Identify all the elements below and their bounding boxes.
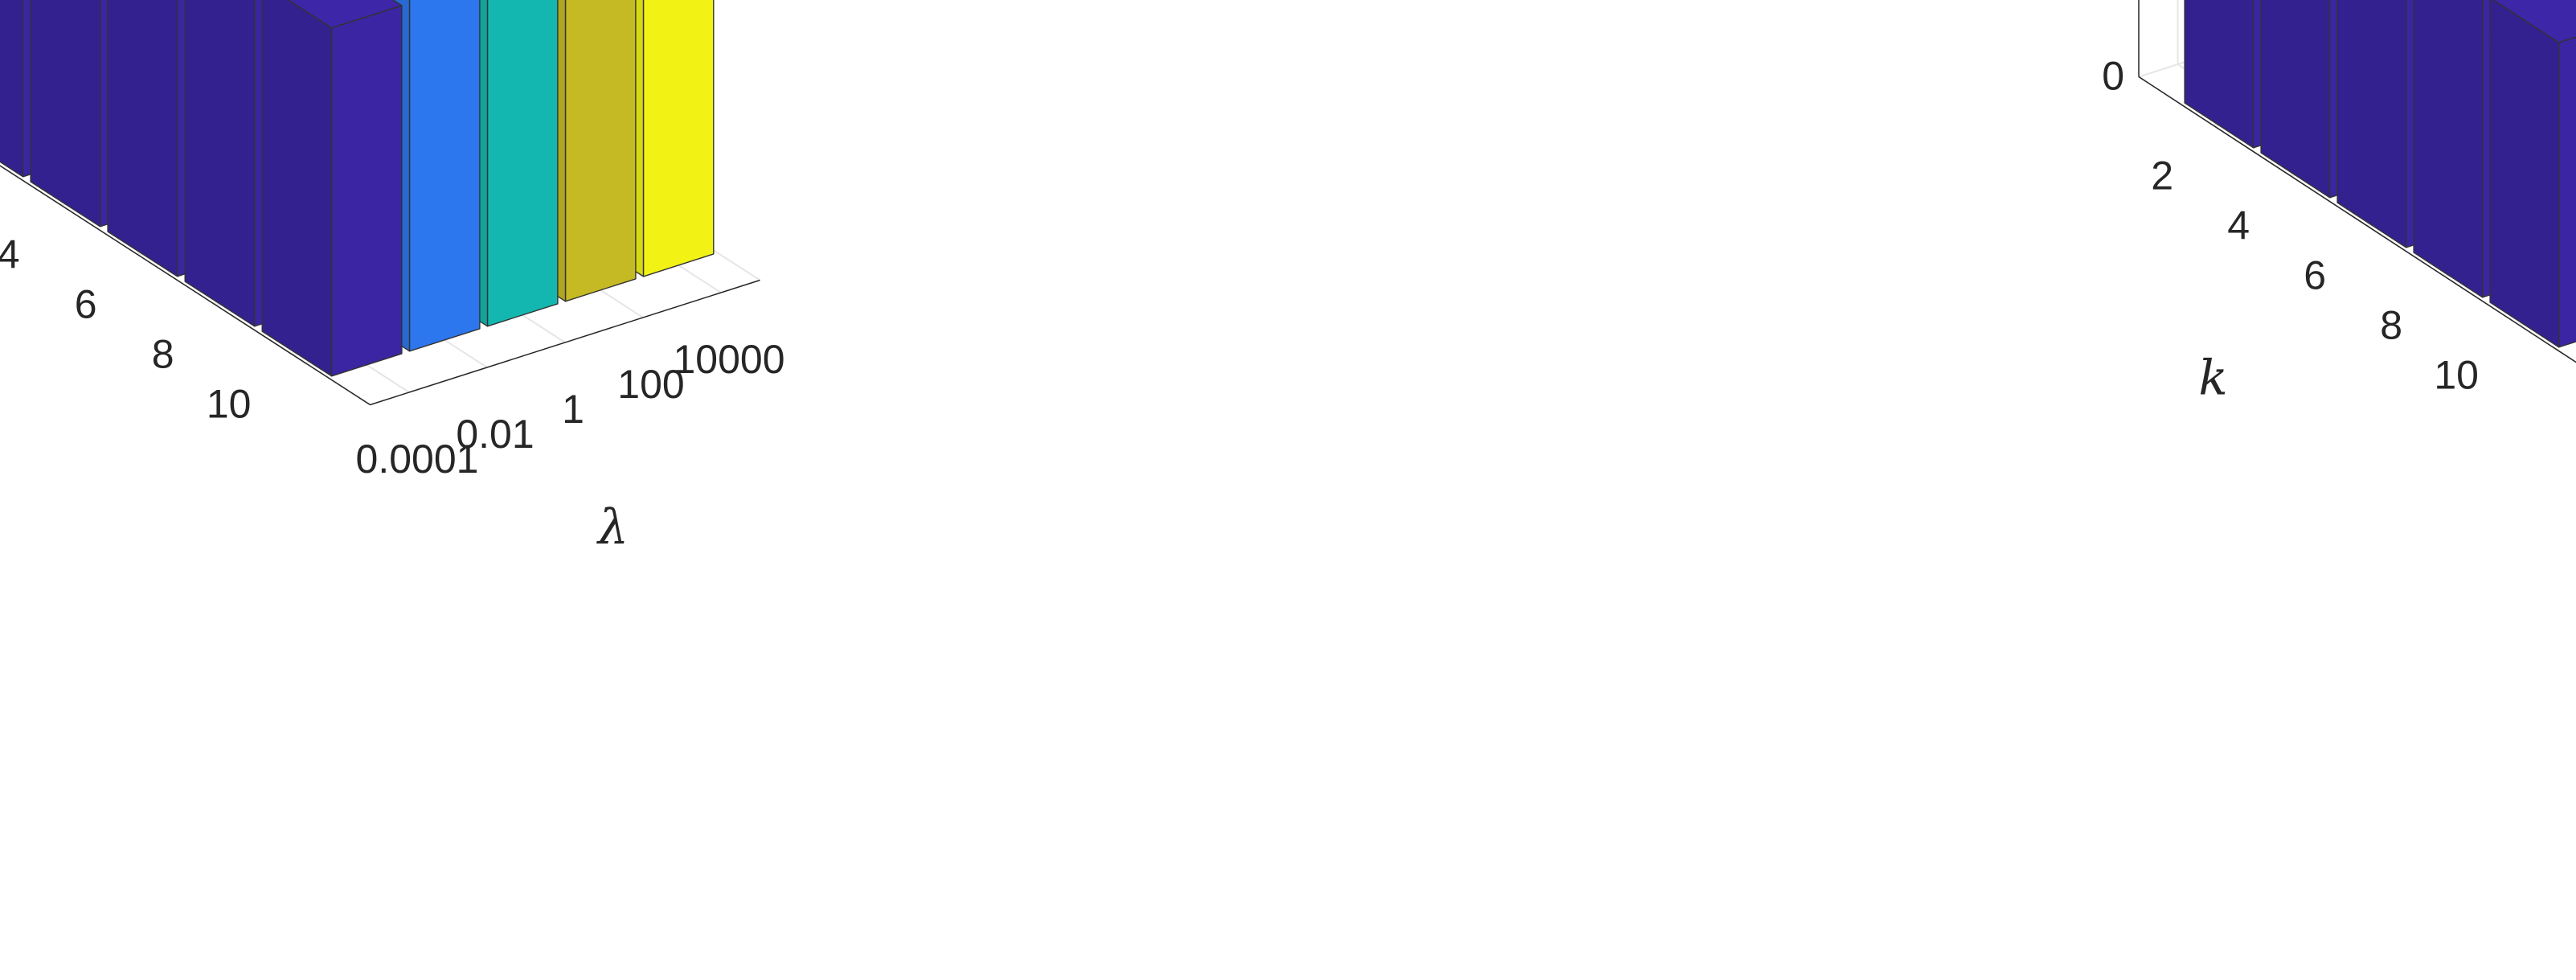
bar-side-face: [261, 0, 333, 377]
bar-side-face: [2184, 0, 2255, 149]
bar-side-face: [2260, 0, 2331, 199]
k-tick-label: 8: [152, 332, 174, 377]
k-tick-label: 2: [2151, 154, 2173, 199]
lambda-tick-label: 1: [562, 387, 584, 432]
bar-front-face: [2558, 36, 2576, 348]
k-tick-label: 6: [75, 282, 97, 327]
bar-side-face: [30, 0, 101, 228]
lambda-axis-label: λ: [596, 499, 629, 556]
bar-front-face: [564, 0, 637, 302]
k-axis-line: [2138, 76, 2576, 363]
k-tick-label: 8: [2380, 303, 2402, 348]
cornell-bar3d-chart: 02040602468100.00010.01110010000Cornellk…: [2102, 0, 2576, 407]
z-tick-label: 0: [2102, 54, 2124, 99]
lambda-tick-label: 0.0001: [356, 437, 479, 482]
bar-side-face: [2336, 0, 2407, 248]
bar-front-face: [642, 0, 715, 277]
bar-side-face: [0, 0, 24, 178]
bar-k10-lambda-0.0001: [261, 0, 403, 377]
lambda-tick-label: 100: [617, 362, 684, 407]
lambda-axis-line: [370, 279, 760, 406]
k-tick-label: 10: [207, 382, 252, 427]
k-tick-label: 10: [2434, 353, 2479, 398]
bar-front-face: [408, 0, 481, 352]
bar-side-face: [107, 0, 178, 277]
k-tick-label: 6: [2304, 253, 2326, 298]
bars: [2184, 0, 2576, 348]
k-axis-line: [0, 165, 371, 406]
k-tick-label: 4: [2227, 203, 2250, 248]
bar-k10-lambda-0.0001: [2489, 0, 2576, 348]
bar-side-face: [2489, 0, 2560, 348]
bars: [0, 0, 715, 377]
bar-front-face: [486, 0, 559, 327]
bar-side-face: [2413, 0, 2484, 298]
k-tick-label: 4: [0, 232, 20, 277]
k-axis-label: k: [2198, 351, 2227, 407]
lambda-tick-label: 0.01: [456, 412, 534, 457]
lambda-tick-label: 10000: [673, 337, 784, 382]
bar-side-face: [184, 0, 256, 327]
bar-front-face: [330, 5, 403, 377]
